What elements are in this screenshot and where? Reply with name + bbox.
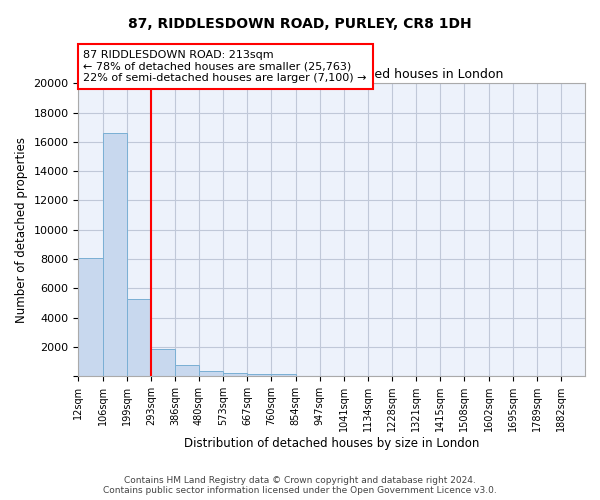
Bar (79, 258, 103, 376)
Text: 87 RIDDLESDOWN ROAD: 213sqm
← 78% of detached houses are smaller (25,763)
22% of: 87 RIDDLESDOWN ROAD: 213sqm ← 78% of det… (83, 50, 367, 83)
Y-axis label: Number of detached properties: Number of detached properties (15, 136, 28, 322)
Text: Contains HM Land Registry data © Crown copyright and database right 2024.
Contai: Contains HM Land Registry data © Crown c… (103, 476, 497, 495)
Bar (151, 349, 175, 376)
X-axis label: Distribution of detached houses by size in London: Distribution of detached houses by size … (184, 437, 479, 450)
Bar (271, 374, 296, 376)
Bar (127, 298, 151, 376)
Bar (199, 371, 223, 376)
Title: Size of property relative to detached houses in London: Size of property relative to detached ho… (160, 68, 503, 80)
Bar (223, 373, 247, 376)
Bar (103, 133, 127, 376)
Bar (175, 365, 199, 376)
Text: 87, RIDDLESDOWN ROAD, PURLEY, CR8 1DH: 87, RIDDLESDOWN ROAD, PURLEY, CR8 1DH (128, 18, 472, 32)
Bar (247, 374, 271, 376)
